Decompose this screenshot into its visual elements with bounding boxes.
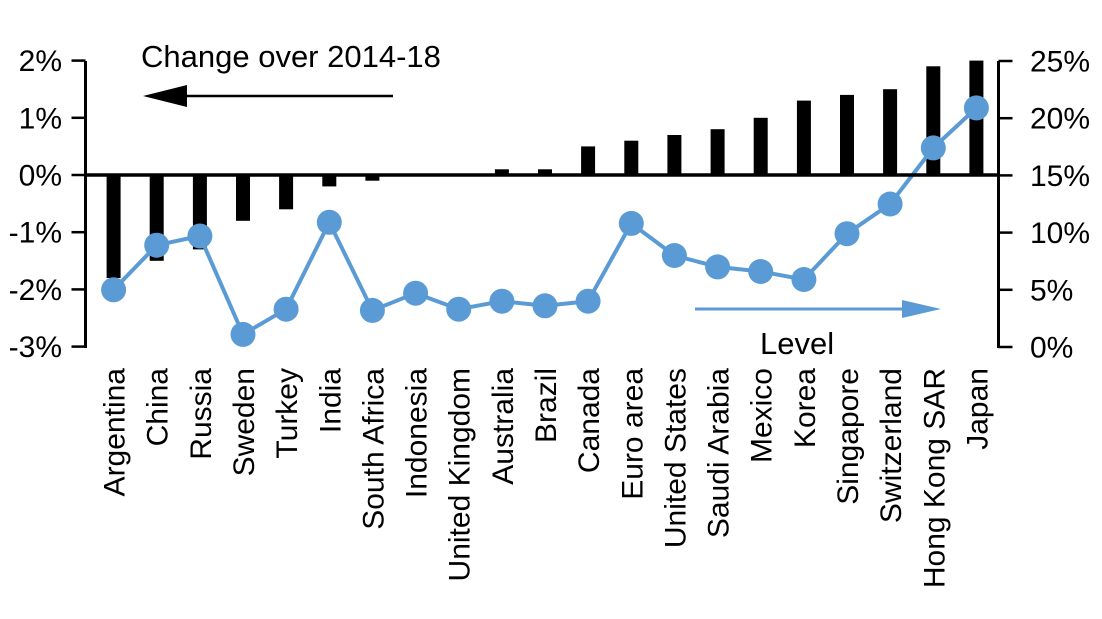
line-series (101, 95, 989, 347)
data-point-dot (920, 135, 946, 161)
right-axis: 25% 20% 15% 10% 5% 0% (998, 46, 1090, 365)
bar (710, 129, 725, 175)
right-tick-label: 25% (1030, 46, 1090, 79)
bar (883, 89, 898, 175)
bar (840, 94, 854, 175)
bar (322, 175, 337, 187)
bar (365, 175, 380, 181)
right-tick-label: 15% (1030, 160, 1090, 193)
data-point-dot (144, 232, 170, 258)
data-point-dot (101, 277, 127, 303)
line-series-title: Level (760, 326, 834, 361)
data-point-dot (316, 209, 342, 235)
data-point-dot (187, 223, 213, 249)
x-category-label: Japan (961, 368, 994, 450)
bar (106, 175, 121, 278)
x-category-label: Australia (487, 368, 520, 485)
x-category-label: Canada (573, 368, 606, 473)
x-category-label: Switzerland (875, 368, 908, 523)
left-tick-label: -3% (9, 331, 62, 364)
data-point-dot (446, 296, 472, 322)
data-point-dot (273, 296, 299, 322)
bar (538, 169, 552, 175)
data-point-dot (230, 321, 256, 347)
data-point-dot (834, 221, 860, 247)
left-tick-label: -2% (9, 274, 62, 307)
x-category-label: India (314, 368, 347, 433)
data-point-dot (791, 267, 817, 292)
x-category-label: Singapore (832, 368, 865, 505)
x-category-label: China (142, 368, 175, 447)
x-category-label: South Africa (357, 368, 390, 530)
x-category-label: Russia (185, 368, 218, 460)
left-arrow (143, 85, 393, 107)
data-point-dot (963, 95, 989, 121)
x-axis-labels: Argentina China Russia Sweden Turkey India Sou… (99, 368, 995, 588)
x-category-label: Mexico (746, 368, 779, 463)
bar (753, 117, 768, 175)
bar (581, 146, 596, 175)
left-arrow-head-icon (143, 85, 187, 107)
left-tick-label: 1% (19, 102, 62, 135)
bar (494, 169, 509, 175)
right-arrow (695, 300, 941, 318)
right-tick-label: 10% (1030, 217, 1090, 250)
bar-series (106, 60, 984, 278)
data-point-dot (661, 243, 687, 268)
bar (279, 175, 294, 210)
data-point-dot (403, 280, 429, 306)
x-category-label: Brazil (530, 368, 563, 443)
x-category-label: Korea (789, 368, 822, 448)
bar (236, 175, 250, 221)
x-category-label: Hong Kong SAR (918, 368, 951, 588)
bar (667, 135, 682, 175)
right-arrow-head-icon (902, 300, 941, 318)
x-category-label: Turkey (271, 368, 304, 459)
data-point-dot (748, 259, 774, 284)
x-category-label: Sweden (228, 368, 261, 476)
x-category-label: Euro area (616, 368, 649, 500)
left-tick-label: 0% (19, 160, 62, 193)
right-tick-label: 0% (1030, 332, 1073, 365)
bar (624, 140, 639, 175)
left-tick-label: -1% (9, 217, 62, 250)
bar-series-title: Change over 2014-18 (141, 39, 441, 74)
bar (796, 100, 811, 175)
data-point-dot (877, 191, 903, 217)
data-point-dot (618, 210, 644, 236)
x-category-label: Argentina (99, 368, 132, 497)
data-point-dot (705, 254, 731, 280)
right-tick-label: 20% (1030, 103, 1090, 136)
x-category-label: Indonesia (401, 368, 434, 498)
data-point-dot (575, 288, 601, 314)
right-tick-label: 5% (1030, 274, 1073, 307)
x-category-label: United States (659, 368, 692, 548)
data-point-dot (489, 288, 515, 314)
x-category-label: Saudi Arabia (703, 368, 736, 538)
left-axis: 2% 1% 0% -1% -2% -3% (9, 45, 86, 364)
data-point-dot (359, 297, 385, 323)
data-point-dot (532, 293, 558, 319)
left-tick-label: 2% (19, 45, 62, 78)
x-category-label: United Kingdom (444, 368, 477, 581)
